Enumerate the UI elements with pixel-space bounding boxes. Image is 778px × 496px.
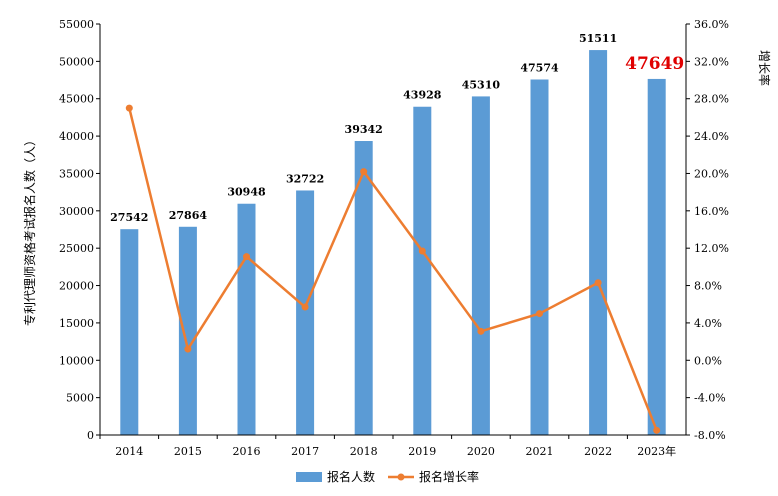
left-tick-label: 5000 [66,392,94,405]
left-tick-label: 50000 [59,55,94,68]
x-tick-label: 2014 [115,445,143,458]
left-tick-label: 30000 [59,205,94,218]
right-tick-label: -8.0% [694,429,726,442]
bar [178,226,197,435]
legend-line-marker [397,473,405,481]
bar-data-label: 32722 [286,172,324,185]
x-tick-label: 2020 [467,445,495,458]
growth-point [536,310,543,318]
data-labels: 27542 27864 30948 32722 39342 43928 45310 47574… [110,32,684,224]
growth-point [418,247,426,255]
growth-point [594,279,602,287]
growth-point [243,253,250,261]
bar [354,141,373,435]
x-tick-label: 2022 [584,445,612,458]
x-tick-label: 2019 [408,445,436,458]
bar [296,190,315,435]
x-axis: 2014 2015 2016 2017 2018 2019 2020 2021 2022 2023… [99,434,686,458]
growth-point [125,104,133,112]
left-tick-label: 55000 [59,18,94,31]
bar [120,229,139,435]
bar-series [120,50,666,436]
left-tick-label: 0 [87,429,94,442]
left-tick-label: 25000 [59,242,94,255]
left-tick-label: 40000 [59,130,94,143]
left-tick-label: 10000 [59,354,94,367]
left-axis-title: 专利代理师资格考试报名人数（人） [22,134,37,326]
bar [530,79,549,436]
x-tick-label: 2018 [350,445,378,458]
bar-data-label: 39342 [345,123,383,136]
right-tick-label: 4.0% [694,317,722,330]
x-tick-label: 2023年 [637,444,676,458]
highlight-data-label: 47649 [625,54,684,74]
left-axis: 0 5000 10000 15000 20000 25000 30000 35000 40000… [59,18,101,442]
bar-data-label: 27864 [169,209,208,222]
right-tick-label: 12.0% [694,242,729,255]
growth-point [360,168,368,176]
left-tick-label: 20000 [59,280,94,293]
right-tick-label: 24.0% [694,130,729,143]
legend-bar-label: 报名人数 [327,469,375,484]
legend-bar-swatch [296,472,322,482]
right-tick-label: 0.0% [694,354,722,367]
bar-data-label: 45310 [462,78,501,91]
bar-data-label: 30948 [227,186,266,199]
left-tick-label: 45000 [59,93,94,106]
right-tick-label: -4.0% [694,392,726,405]
growth-point [477,327,485,335]
legend: 报名人数 报名增长率 [296,469,479,484]
growth-point [653,426,661,434]
right-axis: -8.0% -4.0% 0.0% 4.0% 8.0% 12.0% 16.0% 20.0% 24.… [685,18,729,442]
right-tick-label: 16.0% [694,205,729,218]
x-tick-label: 2021 [526,445,554,458]
line-series [125,104,661,434]
bar [647,78,666,436]
x-tick-label: 2016 [233,445,261,458]
growth-point [184,345,192,353]
right-tick-label: 20.0% [694,167,729,180]
bar [413,106,432,435]
growth-line [128,107,658,431]
bar-data-label: 47574 [520,61,559,74]
right-tick-label: 32.0% [694,55,729,68]
left-tick-label: 15000 [59,317,94,330]
left-tick-label: 35000 [59,167,94,180]
x-tick-label: 2017 [291,445,319,458]
bar-data-label: 27542 [110,211,148,224]
growth-point [301,303,309,311]
right-tick-label: 36.0% [694,18,729,31]
bar [471,96,490,435]
bar-data-label: 51511 [579,32,617,45]
right-tick-label: 28.0% [694,93,729,106]
bar-data-label: 43928 [403,89,442,102]
legend-line-label: 报名增长率 [419,469,479,484]
x-tick-label: 2015 [174,445,202,458]
right-tick-label: 8.0% [694,280,722,293]
right-axis-title: 增长率 [757,50,772,86]
bar [237,203,256,435]
bar [589,50,608,435]
